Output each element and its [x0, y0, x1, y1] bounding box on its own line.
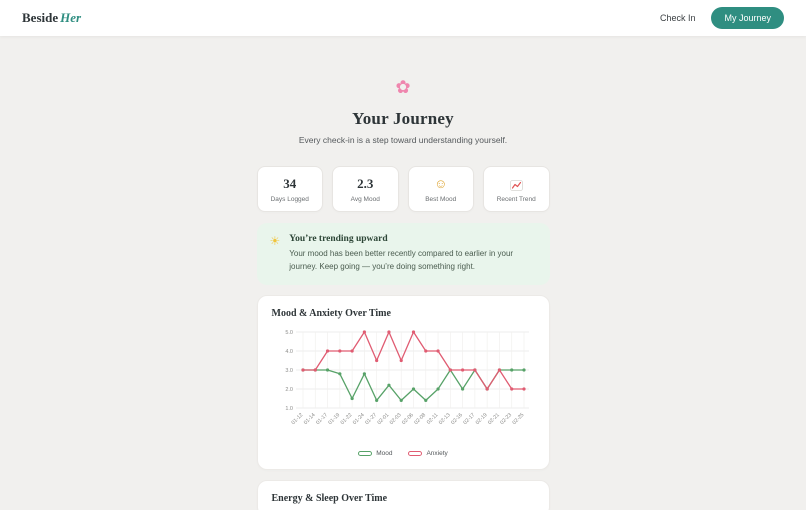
stat-label: Recent Trend — [486, 196, 547, 203]
svg-text:02-01: 02-01 — [376, 412, 390, 426]
brand-logo[interactable]: BesideHer — [22, 10, 81, 26]
stat-card-best-mood: Best Mood — [408, 166, 475, 212]
svg-text:02-11: 02-11 — [425, 412, 439, 426]
svg-text:01-14: 01-14 — [302, 412, 316, 426]
top-nav: BesideHer Check In My Journey — [0, 0, 806, 36]
stat-value — [411, 176, 472, 191]
stat-label: Best Mood — [411, 196, 472, 203]
stat-card-recent-trend: Recent Trend — [483, 166, 550, 212]
svg-text:02-25: 02-25 — [511, 412, 525, 426]
energy-sleep-chart-card: Energy & Sleep Over Time — [257, 480, 550, 510]
svg-text:01-12: 01-12 — [290, 412, 304, 426]
line-chart: 1.0 2.0 3.0 4.0 5.0 01-1201-1401-1701-1901-22… — [272, 326, 535, 444]
chart-legend: Mood Anxiety — [272, 450, 535, 457]
trend-up-icon — [510, 180, 523, 191]
brand-accent: Her — [60, 10, 81, 25]
stat-value: 34 — [260, 176, 321, 191]
svg-text:01-22: 01-22 — [339, 412, 353, 426]
insight-content: You’re trending upward Your mood has bee… — [289, 234, 536, 274]
page-subtitle: Every check-in is a step toward understa… — [257, 135, 550, 145]
chart-title: Energy & Sleep Over Time — [272, 493, 535, 504]
stat-label: Days Logged — [260, 196, 321, 203]
sun-icon — [270, 234, 281, 274]
svg-text:01-24: 01-24 — [351, 412, 365, 426]
legend-label: Anxiety — [426, 450, 447, 457]
check-in-link[interactable]: Check In — [660, 13, 696, 23]
stat-value: 2.3 — [335, 176, 396, 191]
header-nav: Check In My Journey — [660, 7, 784, 29]
svg-text:01-19: 01-19 — [327, 412, 341, 426]
svg-text:02-03: 02-03 — [388, 412, 402, 426]
brand-name: Beside — [22, 10, 58, 25]
svg-text:02-21: 02-21 — [487, 412, 501, 426]
svg-text:2.0: 2.0 — [285, 387, 293, 393]
anxiety-legend-swatch — [408, 451, 422, 456]
my-journey-button[interactable]: My Journey — [711, 7, 784, 29]
mood-anxiety-chart-card: Mood & Anxiety Over Time 1.0 2.0 3.0 4.0 5.0… — [257, 295, 550, 470]
svg-text:02-13: 02-13 — [437, 412, 451, 426]
chart-title: Mood & Anxiety Over Time — [272, 308, 535, 319]
smiley-face-icon — [434, 176, 447, 191]
svg-text:02-16: 02-16 — [450, 412, 464, 426]
insight-banner: You’re trending upward Your mood has bee… — [257, 223, 550, 285]
journey-page: Your Journey Every check-in is a step to… — [257, 36, 550, 510]
svg-text:4.0: 4.0 — [285, 349, 293, 355]
stat-value — [486, 176, 547, 191]
mood-legend-swatch — [358, 451, 372, 456]
svg-text:02-06: 02-06 — [401, 412, 415, 426]
svg-text:5.0: 5.0 — [285, 330, 293, 336]
svg-text:3.0: 3.0 — [285, 368, 293, 374]
stat-card-days-logged: 34 Days Logged — [257, 166, 324, 212]
svg-text:02-17: 02-17 — [462, 412, 476, 426]
legend-label: Mood — [376, 450, 392, 457]
svg-text:02-08: 02-08 — [413, 412, 427, 426]
svg-text:01-27: 01-27 — [364, 412, 378, 426]
page-title: Your Journey — [257, 109, 550, 129]
legend-item-mood: Mood — [358, 450, 392, 457]
stats-row: 34 Days Logged 2.3 Avg Mood Best Mood Re… — [257, 166, 550, 212]
flower-icon — [257, 78, 550, 96]
svg-text:01-17: 01-17 — [315, 412, 329, 426]
mood-anxiety-chart: 1.0 2.0 3.0 4.0 5.0 01-1201-1401-1701-1901-22… — [272, 326, 535, 449]
svg-text:02-23: 02-23 — [499, 412, 513, 426]
svg-text:1.0: 1.0 — [285, 406, 293, 412]
insight-title: You’re trending upward — [289, 234, 536, 244]
stat-card-avg-mood: 2.3 Avg Mood — [332, 166, 399, 212]
insight-body: Your mood has been better recently compa… — [289, 248, 536, 274]
svg-text:02-19: 02-19 — [474, 412, 488, 426]
legend-item-anxiety: Anxiety — [408, 450, 447, 457]
stat-label: Avg Mood — [335, 196, 396, 203]
